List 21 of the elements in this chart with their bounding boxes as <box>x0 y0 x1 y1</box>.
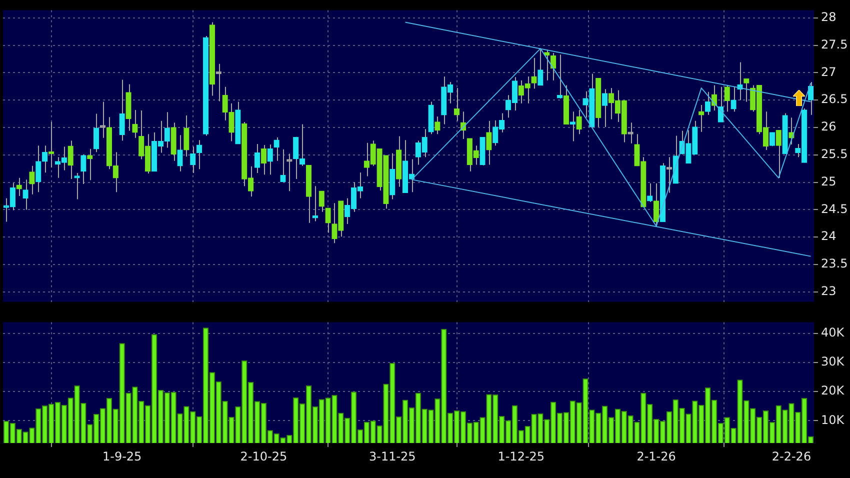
y-tick-label: 25 <box>821 174 836 188</box>
x-tick-label: 1-12-25 <box>498 449 545 464</box>
x-tick-label: 2-1-26 <box>636 449 676 464</box>
y-tick-label: 40K <box>821 326 846 340</box>
y-tick-label: 10K <box>821 412 846 427</box>
y-tick-label: 30K <box>821 354 846 369</box>
y-tick-label: 20K <box>821 384 846 398</box>
y-tick-label: 26.5 <box>821 92 848 106</box>
x-tick-label: 1-9-25 <box>102 449 142 464</box>
y-tick-label: 27 <box>821 64 836 79</box>
y-tick-label: 28 <box>821 10 836 24</box>
y-tick-label: 24.5 <box>821 202 848 216</box>
y-tick-label: 23 <box>821 284 836 298</box>
x-tick-label: 2-2-26 <box>772 449 812 464</box>
y-tick-label: 26 <box>821 120 836 134</box>
y-tick-label: 24 <box>821 229 836 244</box>
y-tick-label: 25.5 <box>821 147 848 162</box>
y-tick-label: 23.5 <box>821 256 848 271</box>
x-tick-label: 3-11-25 <box>368 449 416 464</box>
x-tick-label: 2-10-25 <box>240 449 288 464</box>
y-tick-label: 27.5 <box>821 37 848 52</box>
